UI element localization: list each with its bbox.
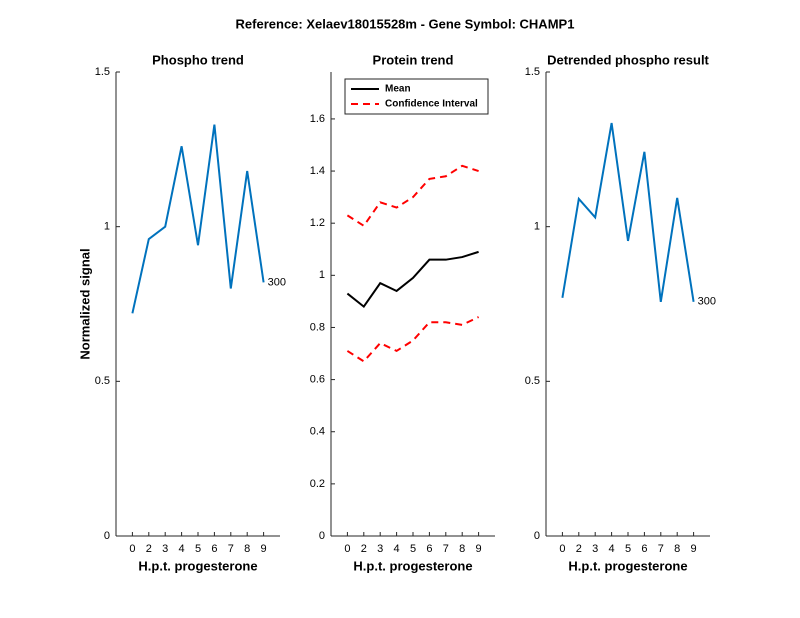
x-tick-label: 6 bbox=[211, 543, 217, 555]
y-tick-label: 0 bbox=[534, 530, 540, 542]
x-tick-label: 2 bbox=[361, 543, 367, 555]
x-tick-label: 6 bbox=[641, 543, 647, 555]
x-tick-label: 3 bbox=[162, 543, 168, 555]
point-annotation: 300 bbox=[268, 276, 286, 288]
x-tick-label: 0 bbox=[559, 543, 565, 555]
x-tick-label: 4 bbox=[179, 543, 185, 555]
legend-box bbox=[344, 78, 489, 115]
line-upper bbox=[346, 164, 479, 228]
x-tick-label: 7 bbox=[228, 543, 234, 555]
y-tick-label: 1.5 bbox=[95, 66, 110, 78]
y-tick-label: 0.2 bbox=[310, 478, 325, 490]
figure-title: Reference: Xelaev18015528m - Gene Symbol… bbox=[236, 16, 575, 31]
line-lower bbox=[346, 316, 480, 363]
x-tick-label: 0 bbox=[344, 543, 350, 555]
y-tick-label: 0.5 bbox=[95, 375, 110, 387]
y-tick-label: 1.6 bbox=[310, 113, 325, 125]
subplot-title: Detrended phospho result bbox=[547, 52, 709, 67]
y-tick-label: 1 bbox=[534, 221, 540, 233]
x-tick-label: 6 bbox=[426, 543, 432, 555]
x-tick-label: 9 bbox=[261, 543, 267, 555]
x-tick-label: 5 bbox=[625, 543, 631, 555]
x-axis-label: H.p.t. progesterone bbox=[353, 558, 472, 573]
x-axis-label: H.p.t. progesterone bbox=[568, 558, 687, 573]
y-tick-label: 1 bbox=[104, 221, 110, 233]
y-tick-label: 0 bbox=[319, 530, 325, 542]
line-values bbox=[346, 250, 479, 309]
x-tick-label: 7 bbox=[443, 543, 449, 555]
y-tick-label: 1.5 bbox=[525, 66, 540, 78]
x-tick-label: 3 bbox=[377, 543, 383, 555]
y-tick-label: 0.6 bbox=[310, 374, 325, 386]
y-tick-label: 0.5 bbox=[525, 375, 540, 387]
x-tick-label: 5 bbox=[195, 543, 201, 555]
legend-label: Mean bbox=[385, 84, 411, 95]
x-tick-label: 2 bbox=[146, 543, 152, 555]
y-tick-label: 0.8 bbox=[310, 321, 325, 333]
x-tick-label: 7 bbox=[658, 543, 664, 555]
x-axis-label: H.p.t. progesterone bbox=[138, 558, 257, 573]
y-tick-label: 1 bbox=[319, 269, 325, 281]
point-annotation: 300 bbox=[698, 296, 716, 308]
x-tick-label: 8 bbox=[459, 543, 465, 555]
line-values bbox=[131, 124, 265, 314]
legend-label: Confidence Interval bbox=[385, 99, 478, 110]
y-tick-label: 1.4 bbox=[310, 165, 325, 177]
y-tick-label: 0 bbox=[104, 530, 110, 542]
x-tick-label: 9 bbox=[476, 543, 482, 555]
x-tick-label: 3 bbox=[592, 543, 598, 555]
x-tick-label: 9 bbox=[691, 543, 697, 555]
y-tick-label: 0.4 bbox=[310, 426, 325, 438]
x-tick-label: 5 bbox=[410, 543, 416, 555]
subplot-title: Protein trend bbox=[373, 52, 454, 67]
x-tick-label: 0 bbox=[129, 543, 135, 555]
y-tick-label: 1.2 bbox=[310, 217, 325, 229]
subplot-title: Phospho trend bbox=[152, 52, 244, 67]
x-tick-label: 2 bbox=[576, 543, 582, 555]
x-tick-label: 8 bbox=[674, 543, 680, 555]
x-tick-label: 4 bbox=[609, 543, 615, 555]
x-tick-label: 8 bbox=[244, 543, 250, 555]
x-tick-label: 4 bbox=[394, 543, 400, 555]
y-axis-label: Normalized signal bbox=[77, 248, 92, 359]
line-values bbox=[561, 122, 695, 302]
